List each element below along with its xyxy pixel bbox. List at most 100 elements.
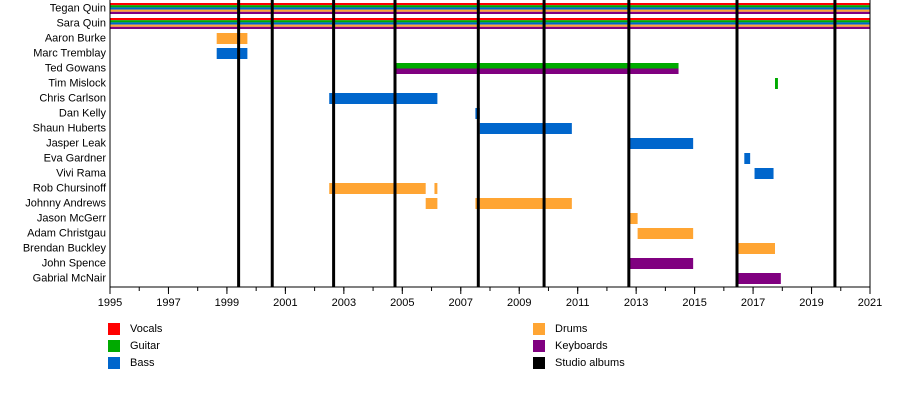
role-stripe-bass [754, 168, 774, 179]
x-tick-label: 2019 [799, 297, 823, 309]
member-label: Gabrial McNair [33, 273, 107, 285]
role-stripe-keyboards [738, 273, 781, 284]
role-stripe-keyboards [110, 11, 870, 14]
x-tick-label: 2007 [449, 297, 473, 309]
member-bar [637, 228, 694, 239]
legend-swatch [533, 323, 545, 336]
member-bar [434, 183, 438, 194]
member-bar [479, 123, 572, 134]
legend-item-bass: Bass [108, 356, 154, 370]
member-bar [216, 48, 248, 59]
role-stripe-drums [637, 228, 694, 239]
member-label: Rob Chursinoff [33, 183, 107, 195]
x-tick-label: 2021 [858, 297, 882, 309]
role-stripe-bass [479, 123, 572, 134]
member-bar [110, 18, 870, 29]
x-tick-label: 2001 [273, 297, 297, 309]
role-stripe-bass [628, 138, 694, 149]
role-stripe-bass [216, 48, 248, 59]
member-bar [396, 63, 679, 74]
member-bar [425, 198, 438, 209]
x-tick-label: 1997 [156, 297, 180, 309]
member-label: Brendan Buckley [23, 243, 107, 255]
member-label: Jasper Leak [46, 138, 106, 150]
role-stripe-keyboards [628, 258, 694, 269]
member-label: Marc Tremblay [33, 48, 106, 60]
legend-item-keyboards: Keyboards [533, 339, 608, 353]
x-axis: 1995 1997 1999 2001 2003 2005 2007 2009 2011 2013… [98, 0, 882, 309]
member-bar [329, 183, 426, 194]
role-stripe-drums [425, 198, 438, 209]
member-bar [628, 138, 694, 149]
member-bar [110, 3, 870, 14]
x-tick-label: 1995 [98, 297, 122, 309]
role-stripe-drums [216, 33, 248, 44]
legend-label: Drums [555, 323, 588, 336]
member-label: Jason McGerr [37, 213, 106, 225]
role-stripe-keyboards [110, 26, 870, 29]
role-stripe-bass [744, 153, 751, 164]
role-stripe-drums [110, 9, 870, 12]
legend-label: Bass [130, 357, 155, 370]
x-tick-label: 1999 [215, 297, 239, 309]
role-stripe-guitar [775, 78, 778, 89]
role-stripe-bass [329, 93, 438, 104]
legend-item-vocals: Vocals [108, 322, 162, 336]
role-stripe-guitar [110, 5, 870, 8]
x-tick-label: 2017 [741, 297, 765, 309]
role-stripe-drums [110, 24, 870, 27]
legend-label: Vocals [130, 323, 163, 336]
member-label: Vivi Rama [56, 168, 107, 180]
role-stripe-vocals [110, 3, 870, 6]
role-stripe-drums [738, 243, 775, 254]
member-label: Johnny Andrews [25, 198, 106, 210]
legend-label: Guitar [130, 340, 160, 353]
member-bars [110, 3, 870, 284]
member-label: Eva Gardner [44, 153, 107, 165]
legend-swatch [533, 357, 545, 370]
timeline-chart: 1995 1997 1999 2001 2003 2005 2007 2009 2011 2013… [23, 0, 882, 309]
member-label: Shaun Huberts [33, 123, 107, 135]
legend-swatch [108, 323, 120, 336]
member-bar [475, 198, 572, 209]
member-labels: Tegan Quin Sara Quin Aaron Burke Marc Tremb… [23, 3, 107, 285]
legend-label: Keyboards [555, 340, 608, 353]
member-bar [329, 93, 438, 104]
legend-swatch [533, 340, 545, 353]
member-label: Tim Mislock [48, 78, 106, 90]
role-stripe-drums [628, 213, 638, 224]
member-label: Sara Quin [56, 18, 106, 30]
legend-item-albums: Studio albums [533, 356, 625, 370]
x-tick-label: 2013 [624, 297, 648, 309]
role-stripe-keyboards [396, 68, 679, 74]
legend-swatch [108, 340, 120, 353]
role-stripe-guitar [396, 63, 679, 69]
role-stripe-bass [110, 7, 870, 10]
member-bar [738, 273, 781, 284]
member-label: Chris Carlson [39, 93, 106, 105]
x-tick-label: 2011 [566, 297, 590, 309]
member-label: Tegan Quin [50, 3, 106, 15]
member-bar [738, 243, 775, 254]
legend-item-guitar: Guitar [108, 339, 160, 353]
x-tick-label: 2003 [332, 297, 356, 309]
x-tick-label: 2009 [507, 297, 531, 309]
member-label: John Spence [42, 258, 106, 270]
x-tick-label: 2015 [682, 297, 706, 309]
member-bar [754, 168, 774, 179]
legend-item-drums: Drums [533, 322, 587, 336]
role-stripe-drums [329, 183, 426, 194]
member-bar [775, 78, 778, 89]
member-label: Aaron Burke [45, 33, 106, 45]
member-label: Adam Christgau [27, 228, 106, 240]
role-stripe-guitar [110, 20, 870, 23]
studio-album-lines [237, 0, 837, 287]
role-stripe-drums [434, 183, 438, 194]
member-bar [744, 153, 751, 164]
member-bar [628, 258, 694, 269]
member-bar [216, 33, 248, 44]
member-label: Ted Gowans [45, 63, 107, 75]
x-tick-label: 2005 [390, 297, 414, 309]
legend-label: Studio albums [555, 357, 625, 370]
legend-swatch [108, 357, 120, 370]
